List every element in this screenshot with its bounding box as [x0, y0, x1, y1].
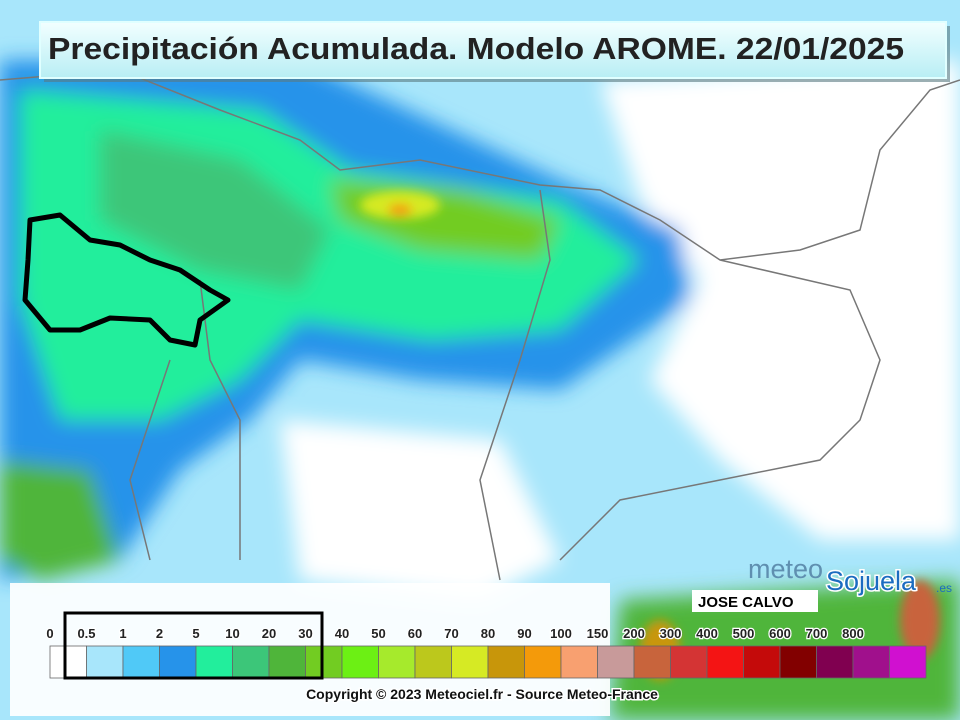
legend-label: 5 — [192, 626, 199, 641]
author-box — [692, 590, 818, 612]
logo-meteo: meteo — [748, 554, 823, 584]
legend-label: 700 — [806, 626, 828, 641]
legend-swatch — [816, 645, 854, 679]
legend: 0 0.5 1 2 5 10 20 30 40 50 60 70 80 90 100 150 200 300 400… — [45, 625, 927, 679]
legend-label: 90 — [517, 626, 531, 641]
title-box: Precipitación Acumulada. Modelo AROME. 2… — [39, 21, 950, 82]
legend-swatch — [743, 645, 781, 679]
legend-label: 200 — [623, 626, 645, 641]
legend-swatch — [779, 645, 817, 679]
legend-label: 150 — [587, 626, 609, 641]
legend-swatch — [597, 645, 635, 679]
highlight-box — [63, 611, 324, 680]
title: Precipitación Acumulada. Modelo AROME. 2… — [48, 31, 904, 66]
legend-swatch — [560, 645, 598, 679]
legend-label: 500 — [733, 626, 755, 641]
legend-label: 1 — [119, 626, 126, 641]
legend-label: 800 — [842, 626, 864, 641]
logo-name: Sojuela — [826, 566, 917, 596]
copyright: Copyright © 2023 Meteociel.fr - Source M… — [306, 686, 658, 702]
legend-swatch — [305, 645, 343, 679]
legend-label: 30 — [298, 626, 312, 641]
legend-swatch — [852, 645, 890, 679]
legend-label: 50 — [371, 626, 385, 641]
legend-swatch — [524, 645, 562, 679]
legend-label: 0.5 — [77, 626, 95, 641]
legend-swatch — [378, 645, 416, 679]
author: JOSE CALVO — [698, 594, 794, 611]
legend-label: 600 — [769, 626, 791, 641]
legend-swatch — [451, 645, 489, 679]
logo-suffix: .es — [936, 581, 952, 595]
legend-label: 40 — [335, 626, 349, 641]
legend-swatch — [889, 645, 927, 679]
legend-swatch — [414, 645, 452, 679]
legend-swatch — [268, 645, 306, 679]
legend-swatch — [670, 645, 708, 679]
legend-swatch — [195, 645, 233, 679]
legend-label: 100 — [550, 626, 572, 641]
legend-swatch — [49, 645, 87, 679]
legend-label: 400 — [696, 626, 718, 641]
legend-label: 70 — [444, 626, 458, 641]
legend-swatch — [706, 645, 744, 679]
legend-swatch — [122, 645, 160, 679]
legend-label: 300 — [660, 626, 682, 641]
legend-label: 0 — [46, 626, 53, 641]
legend-label: 80 — [481, 626, 495, 641]
legend-swatch — [86, 645, 124, 679]
legend-swatch — [633, 645, 671, 679]
legend-label: 20 — [262, 626, 276, 641]
legend-swatch — [232, 645, 270, 679]
legend-swatch — [341, 645, 379, 679]
legend-swatch — [159, 645, 197, 679]
legend-label: 10 — [225, 626, 239, 641]
legend-label: 2 — [156, 626, 163, 641]
legend-label: 60 — [408, 626, 422, 641]
legend-swatch — [487, 645, 525, 679]
